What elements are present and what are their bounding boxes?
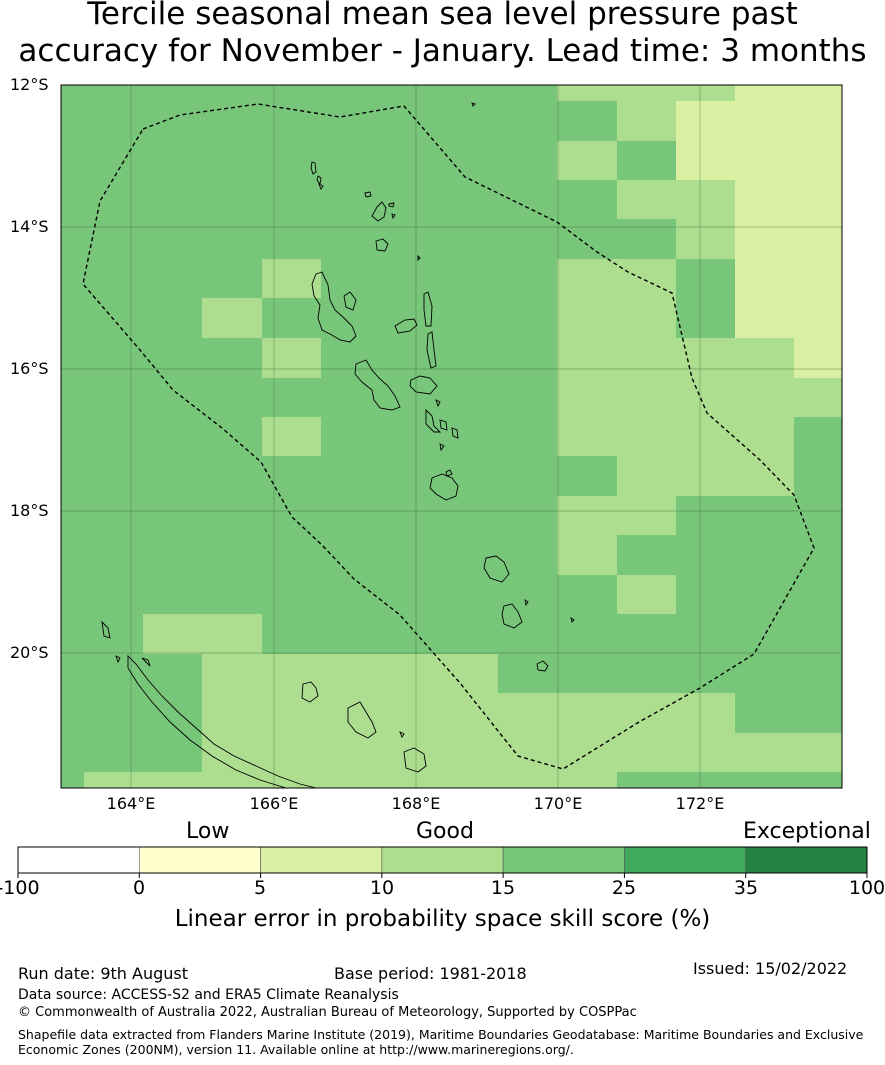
colorbar-segment [260, 846, 383, 874]
issued-date: Issued: 15/02/2022 [693, 959, 848, 978]
lon-label-170e: 170°E [533, 794, 583, 813]
data-source: Data source: ACCESS-S2 and ERA5 Climate … [18, 987, 399, 1003]
lat-label-16s: 16°S [10, 359, 49, 378]
colorbar-tick-label: -100 [0, 877, 40, 899]
lon-label-166e: 166°E [249, 794, 299, 813]
legend-category-good: Good [416, 819, 474, 844]
map-frame [60, 84, 843, 789]
legend-category-low: Low [186, 819, 230, 844]
colorbar-segment [381, 846, 504, 874]
shapefile-credit-line-2: Economic Zones (200NM), version 11. Avai… [18, 1042, 574, 1057]
map-gridlines [61, 85, 842, 788]
colorbar-tick-label: 35 [733, 877, 759, 899]
chart-title: Tercile seasonal mean sea level pressure… [0, 0, 885, 70]
copyright: © Commonwealth of Australia 2022, Austra… [18, 1005, 637, 1020]
colorbar-frame [17, 846, 868, 874]
colorbar [17, 846, 868, 878]
legend-category-exceptional: Exceptional [743, 819, 871, 844]
title-line-1: Tercile seasonal mean sea level pressure… [87, 0, 798, 32]
colorbar-tick-label: 100 [848, 877, 885, 899]
colorbar-tick-label: 15 [490, 877, 516, 899]
lon-label-164e: 164°E [106, 794, 156, 813]
lon-label-168e: 168°E [391, 794, 441, 813]
lat-label-12s: 12°S [10, 75, 49, 94]
colorbar-tick-label: 0 [132, 877, 146, 899]
lon-label-172e: 172°E [675, 794, 725, 813]
run-date: Run date: 9th August [18, 964, 188, 983]
eez-boundary [82, 103, 815, 770]
colorbar-segment [745, 846, 868, 874]
skill-cells-5-10 [676, 85, 842, 378]
colorbar-tick-label: 5 [253, 877, 267, 899]
lat-label-20s: 20°S [10, 643, 49, 662]
colorbar-title: Linear error in probability space skill … [174, 906, 711, 932]
base-period: Base period: 1981-2018 [334, 964, 527, 983]
colorbar-tick-label: 25 [611, 877, 637, 899]
lat-label-14s: 14°S [10, 217, 49, 236]
shapefile-credit-line-1: Shapefile data extracted from Flanders M… [18, 1027, 864, 1042]
colorbar-segment [502, 846, 625, 874]
title-line-2: accuracy for November - January. Lead ti… [18, 33, 867, 69]
colorbar-segment [138, 846, 261, 874]
colorbar-segment [624, 846, 747, 874]
skill-cells-10-15 [84, 85, 842, 788]
colorbar-segment [17, 846, 140, 874]
coastlines [101, 102, 575, 788]
lat-label-18s: 18°S [10, 501, 49, 520]
colorbar-tick-label: 10 [369, 877, 395, 899]
